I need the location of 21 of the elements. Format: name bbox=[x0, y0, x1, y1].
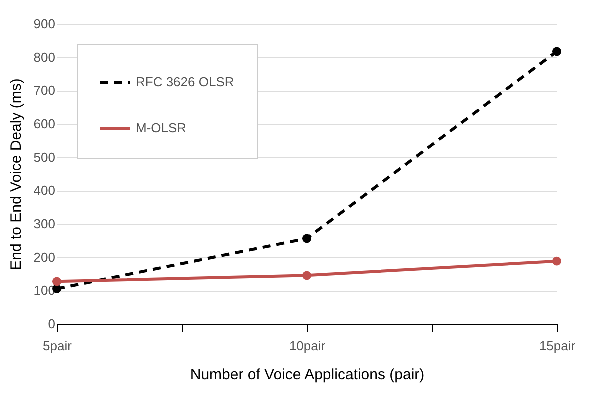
x-tick-label: 15pair bbox=[539, 338, 576, 354]
y-tick-label: 200 bbox=[34, 250, 56, 265]
y-tick-label: 600 bbox=[34, 116, 56, 132]
y-tick-label: 300 bbox=[34, 216, 56, 232]
point bbox=[302, 234, 312, 244]
point bbox=[302, 271, 312, 280]
y-tick-label: 900 bbox=[34, 16, 56, 32]
point bbox=[52, 277, 62, 286]
point bbox=[552, 256, 562, 266]
y-tick-label: 500 bbox=[34, 150, 56, 165]
y-tick-label: 800 bbox=[34, 50, 56, 65]
y-tick-label: 400 bbox=[34, 183, 56, 198]
x-tick-label: 5pair bbox=[43, 338, 73, 354]
y-axis-title: End to End Voice Dealy (ms) bbox=[8, 78, 25, 270]
x-axis-title: Number of Voice Applications (pair) bbox=[190, 366, 425, 384]
legend-label: M-OLSR bbox=[136, 120, 187, 136]
x-tick-label: 10pair bbox=[289, 338, 326, 354]
y-tick-label: 0 bbox=[48, 316, 56, 332]
point bbox=[552, 47, 562, 56]
y-tick-label: 700 bbox=[34, 83, 56, 98]
legend-label: RFC 3626 OLSR bbox=[136, 74, 234, 90]
